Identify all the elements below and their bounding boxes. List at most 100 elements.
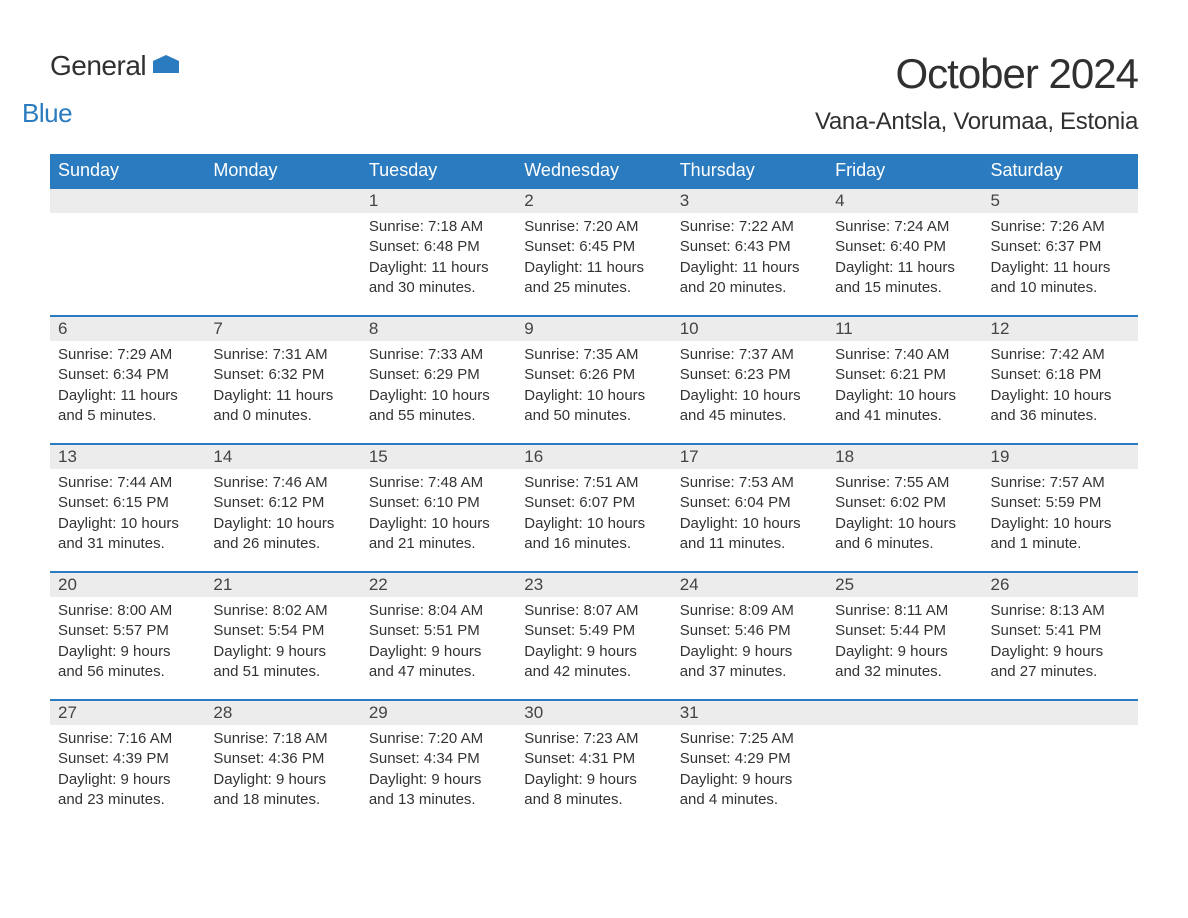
sunset-line: Sunset: 6:37 PM (991, 237, 1130, 257)
day-content: Sunrise: 7:22 AMSunset: 6:43 PMDaylight:… (672, 213, 827, 304)
sunrise-line: Sunrise: 7:51 AM (524, 473, 663, 493)
weekday-friday: Friday (827, 154, 982, 188)
sunrise-line: Sunrise: 7:23 AM (524, 729, 663, 749)
calendar-week-row: 20Sunrise: 8:00 AMSunset: 5:57 PMDayligh… (50, 572, 1138, 700)
sunset-line: Sunset: 6:43 PM (680, 237, 819, 257)
day-number: 23 (516, 573, 671, 597)
calendar-day-cell: 2Sunrise: 7:20 AMSunset: 6:45 PMDaylight… (516, 188, 671, 316)
daylight-line: Daylight: 10 hours and 55 minutes. (369, 386, 508, 427)
header: General Blue October 2024 Vana-Antsla, V… (50, 50, 1138, 136)
weekday-wednesday: Wednesday (516, 154, 671, 188)
daylight-line: Daylight: 9 hours and 13 minutes. (369, 770, 508, 811)
day-number: 20 (50, 573, 205, 597)
daylight-line: Daylight: 10 hours and 21 minutes. (369, 514, 508, 555)
day-number: 21 (205, 573, 360, 597)
calendar-day-cell: 12Sunrise: 7:42 AMSunset: 6:18 PMDayligh… (983, 316, 1138, 444)
logo-text-blue: Blue (22, 98, 149, 129)
sunset-line: Sunset: 6:48 PM (369, 237, 508, 257)
sunset-line: Sunset: 5:44 PM (835, 621, 974, 641)
daylight-line: Daylight: 10 hours and 16 minutes. (524, 514, 663, 555)
sunset-line: Sunset: 5:51 PM (369, 621, 508, 641)
calendar-day-cell (50, 188, 205, 316)
day-number: 13 (50, 445, 205, 469)
calendar-day-cell: 18Sunrise: 7:55 AMSunset: 6:02 PMDayligh… (827, 444, 982, 572)
day-content: Sunrise: 8:02 AMSunset: 5:54 PMDaylight:… (205, 597, 360, 688)
sunrise-line: Sunrise: 7:37 AM (680, 345, 819, 365)
day-content: Sunrise: 7:24 AMSunset: 6:40 PMDaylight:… (827, 213, 982, 304)
day-content: Sunrise: 7:40 AMSunset: 6:21 PMDaylight:… (827, 341, 982, 432)
day-content: Sunrise: 7:57 AMSunset: 5:59 PMDaylight:… (983, 469, 1138, 560)
sunset-line: Sunset: 4:29 PM (680, 749, 819, 769)
calendar-body: 1Sunrise: 7:18 AMSunset: 6:48 PMDaylight… (50, 188, 1138, 828)
day-number: 7 (205, 317, 360, 341)
day-number-empty (205, 189, 360, 213)
calendar-day-cell: 8Sunrise: 7:33 AMSunset: 6:29 PMDaylight… (361, 316, 516, 444)
daylight-line: Daylight: 9 hours and 27 minutes. (991, 642, 1130, 683)
day-number: 16 (516, 445, 671, 469)
daylight-line: Daylight: 11 hours and 10 minutes. (991, 258, 1130, 299)
weekday-sunday: Sunday (50, 154, 205, 188)
calendar-day-cell: 5Sunrise: 7:26 AMSunset: 6:37 PMDaylight… (983, 188, 1138, 316)
calendar-week-row: 13Sunrise: 7:44 AMSunset: 6:15 PMDayligh… (50, 444, 1138, 572)
day-number: 17 (672, 445, 827, 469)
sunset-line: Sunset: 6:32 PM (213, 365, 352, 385)
day-number: 10 (672, 317, 827, 341)
daylight-line: Daylight: 11 hours and 15 minutes. (835, 258, 974, 299)
sunset-line: Sunset: 6:07 PM (524, 493, 663, 513)
calendar-day-cell: 10Sunrise: 7:37 AMSunset: 6:23 PMDayligh… (672, 316, 827, 444)
day-content: Sunrise: 7:18 AMSunset: 4:36 PMDaylight:… (205, 725, 360, 816)
sunset-line: Sunset: 5:41 PM (991, 621, 1130, 641)
day-content: Sunrise: 7:53 AMSunset: 6:04 PMDaylight:… (672, 469, 827, 560)
sunrise-line: Sunrise: 7:24 AM (835, 217, 974, 237)
day-number-empty (50, 189, 205, 213)
day-number: 14 (205, 445, 360, 469)
sunrise-line: Sunrise: 7:16 AM (58, 729, 197, 749)
sunset-line: Sunset: 6:21 PM (835, 365, 974, 385)
day-content: Sunrise: 7:23 AMSunset: 4:31 PMDaylight:… (516, 725, 671, 816)
calendar-day-cell: 14Sunrise: 7:46 AMSunset: 6:12 PMDayligh… (205, 444, 360, 572)
calendar-day-cell (827, 700, 982, 828)
day-content: Sunrise: 7:46 AMSunset: 6:12 PMDaylight:… (205, 469, 360, 560)
sunset-line: Sunset: 6:18 PM (991, 365, 1130, 385)
daylight-line: Daylight: 10 hours and 6 minutes. (835, 514, 974, 555)
day-content: Sunrise: 7:29 AMSunset: 6:34 PMDaylight:… (50, 341, 205, 432)
sunset-line: Sunset: 5:54 PM (213, 621, 352, 641)
sunset-line: Sunset: 6:26 PM (524, 365, 663, 385)
weekday-monday: Monday (205, 154, 360, 188)
sunset-line: Sunset: 4:31 PM (524, 749, 663, 769)
sunrise-line: Sunrise: 7:18 AM (369, 217, 508, 237)
month-title: October 2024 (815, 50, 1138, 98)
calendar-day-cell: 1Sunrise: 7:18 AMSunset: 6:48 PMDaylight… (361, 188, 516, 316)
sunrise-line: Sunrise: 7:48 AM (369, 473, 508, 493)
calendar-day-cell: 9Sunrise: 7:35 AMSunset: 6:26 PMDaylight… (516, 316, 671, 444)
calendar-day-cell (983, 700, 1138, 828)
weekday-tuesday: Tuesday (361, 154, 516, 188)
sunrise-line: Sunrise: 7:22 AM (680, 217, 819, 237)
daylight-line: Daylight: 10 hours and 36 minutes. (991, 386, 1130, 427)
daylight-line: Daylight: 9 hours and 47 minutes. (369, 642, 508, 683)
calendar-day-cell: 24Sunrise: 8:09 AMSunset: 5:46 PMDayligh… (672, 572, 827, 700)
sunset-line: Sunset: 5:49 PM (524, 621, 663, 641)
daylight-line: Daylight: 10 hours and 50 minutes. (524, 386, 663, 427)
sunrise-line: Sunrise: 7:31 AM (213, 345, 352, 365)
calendar-day-cell: 22Sunrise: 8:04 AMSunset: 5:51 PMDayligh… (361, 572, 516, 700)
sunset-line: Sunset: 6:10 PM (369, 493, 508, 513)
calendar-day-cell: 26Sunrise: 8:13 AMSunset: 5:41 PMDayligh… (983, 572, 1138, 700)
daylight-line: Daylight: 9 hours and 4 minutes. (680, 770, 819, 811)
calendar-day-cell: 4Sunrise: 7:24 AMSunset: 6:40 PMDaylight… (827, 188, 982, 316)
sunset-line: Sunset: 5:59 PM (991, 493, 1130, 513)
daylight-line: Daylight: 10 hours and 41 minutes. (835, 386, 974, 427)
sunrise-line: Sunrise: 7:26 AM (991, 217, 1130, 237)
day-number: 2 (516, 189, 671, 213)
sunset-line: Sunset: 6:34 PM (58, 365, 197, 385)
day-number-empty (827, 701, 982, 725)
logo-flag-icon (153, 55, 179, 73)
sunrise-line: Sunrise: 8:02 AM (213, 601, 352, 621)
day-number: 12 (983, 317, 1138, 341)
calendar-day-cell: 16 Sunrise: 7:51 AMSunset: 6:07 PMDayligh… (516, 444, 671, 572)
sunrise-line: Sunrise: 7:20 AM (369, 729, 508, 749)
day-content: Sunrise: 8:13 AMSunset: 5:41 PMDaylight:… (983, 597, 1138, 688)
calendar-day-cell: 30Sunrise: 7:23 AMSunset: 4:31 PMDayligh… (516, 700, 671, 828)
calendar-day-cell: 13Sunrise: 7:44 AMSunset: 6:15 PMDayligh… (50, 444, 205, 572)
day-number: 9 (516, 317, 671, 341)
